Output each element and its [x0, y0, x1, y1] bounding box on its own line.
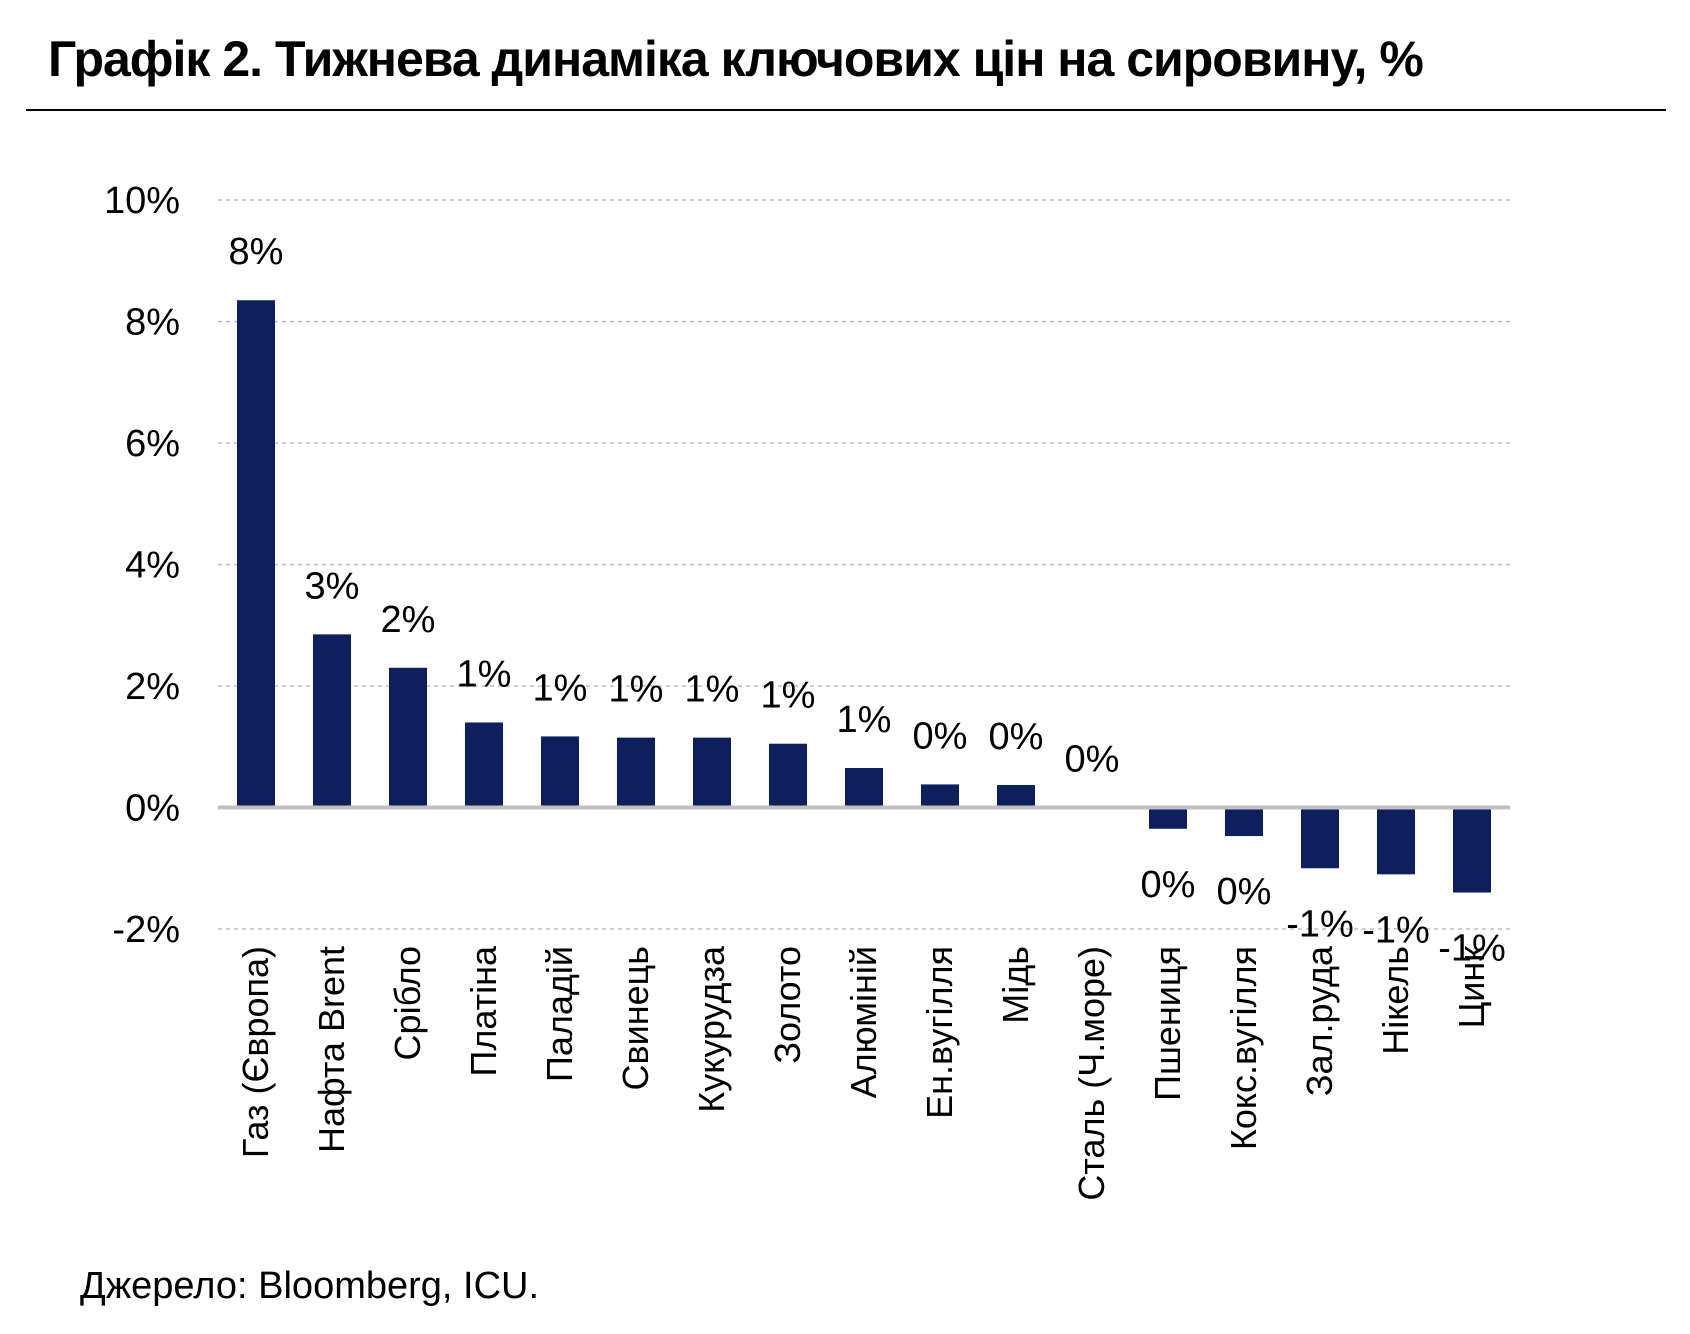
- data-label: 0%: [1065, 739, 1120, 781]
- data-label: 0%: [913, 715, 968, 757]
- data-label: -1%: [1362, 909, 1430, 951]
- bar: [1225, 807, 1263, 837]
- data-label: 1%: [457, 653, 512, 695]
- bar: [921, 784, 959, 808]
- category-label: Нікель: [1375, 946, 1416, 1055]
- bar: [541, 736, 579, 808]
- category-label: Пшениця: [1147, 946, 1188, 1101]
- data-label: 2%: [381, 599, 436, 641]
- category-label: Газ (Європа): [235, 946, 276, 1158]
- category-label: Паладій: [539, 946, 580, 1082]
- category-label: Зал.руда: [1299, 945, 1340, 1096]
- data-label: 0%: [1141, 864, 1196, 906]
- category-label: Свинець: [615, 946, 656, 1091]
- bar: [693, 737, 731, 808]
- data-label: 0%: [989, 716, 1044, 758]
- category-label: Цинк: [1451, 946, 1492, 1029]
- bar: [313, 634, 351, 808]
- bar: [997, 785, 1035, 808]
- y-tick-label: 10%: [104, 180, 180, 222]
- y-tick-label: -2%: [112, 909, 180, 951]
- bar: [769, 743, 807, 808]
- bar: [465, 722, 503, 808]
- title-rule: [26, 109, 1666, 111]
- category-label: Нафта Brent: [311, 946, 352, 1153]
- bar: [1149, 807, 1187, 829]
- category-label: Кукурудза: [691, 945, 732, 1113]
- data-label: -1%: [1438, 928, 1506, 970]
- chart-title: Графік 2. Тижнева динаміка ключових цін …: [48, 31, 1424, 87]
- bar: [1301, 807, 1339, 869]
- data-label: 1%: [685, 669, 740, 711]
- y-tick-label: 4%: [125, 545, 180, 587]
- category-label: Алюміній: [843, 946, 884, 1098]
- bar: [617, 737, 655, 808]
- category-label: Мідь: [995, 946, 1036, 1024]
- bar: [389, 667, 427, 808]
- y-tick-label: 2%: [125, 666, 180, 708]
- category-label: Срібло: [387, 946, 428, 1060]
- data-label: 1%: [609, 669, 664, 711]
- data-label: 0%: [1217, 871, 1272, 913]
- data-label: 1%: [761, 675, 816, 717]
- data-label: 8%: [229, 231, 284, 273]
- category-label: Ен.вугілля: [919, 946, 960, 1119]
- category-label: Сталь (Ч.море): [1071, 946, 1112, 1201]
- bar: [845, 768, 883, 808]
- data-label: -1%: [1286, 903, 1354, 945]
- category-label: Платіна: [463, 945, 504, 1076]
- bar: [237, 300, 275, 808]
- bar: [1377, 807, 1415, 875]
- bar-chart: -2% 0% 2% 4% 6% 8% 10% 8% Газ (Європа) 3% Нафта Br…: [104, 180, 1510, 1201]
- y-tick-label: 6%: [125, 423, 180, 465]
- source-note: Джерело: Bloomberg, ICU.: [80, 1265, 540, 1307]
- y-tick-label: 8%: [125, 302, 180, 344]
- data-label: 1%: [533, 667, 588, 709]
- data-label: 3%: [305, 565, 360, 607]
- bar: [1453, 807, 1491, 893]
- y-tick-label: 0%: [125, 788, 180, 830]
- category-label: Золото: [767, 946, 808, 1064]
- data-label: 1%: [837, 699, 892, 741]
- category-label: Кокс.вугілля: [1223, 946, 1264, 1150]
